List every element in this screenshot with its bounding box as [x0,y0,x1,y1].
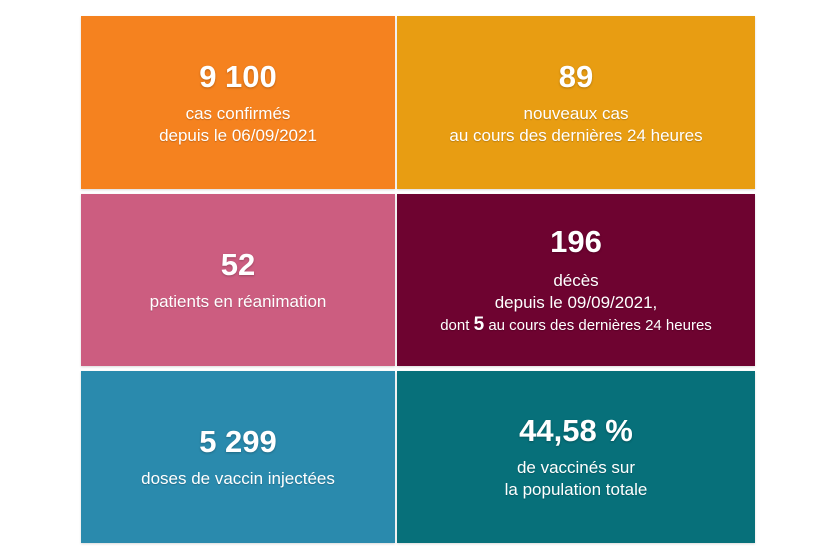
tile-new-cases: 89 nouveaux cas au cours des dernières 2… [397,16,755,189]
tile-value: 52 [220,247,256,282]
tile-label: de vaccinés sur [516,458,636,477]
tile-label: au cours des dernières 24 heures [449,125,703,145]
detail-suffix: au cours des dernières 24 heures [488,316,712,334]
stats-grid: 9 100 cas confirmés depuis le 06/09/2021… [81,16,755,543]
tile-deaths: 196 décès depuis le 09/09/2021, dont 5 a… [397,194,755,366]
tile-label: patients en réanimation [149,292,327,311]
tile-value: 9 100 [199,58,277,94]
tile-value: 5 299 [199,424,277,459]
tile-value: 196 [550,223,602,259]
tile-label: doses de vaccin injectées [141,469,335,488]
tile-label: depuis le 09/09/2021, [494,292,658,312]
detail-prefix: dont [440,316,470,334]
tile-label: la population totale [504,480,648,499]
tile-vaccine-doses: 5 299 doses de vaccin injectées [81,371,395,543]
detail-number: 5 [473,313,485,335]
tile-value: 89 [558,58,594,94]
tile-confirmed-cases: 9 100 cas confirmés depuis le 06/09/2021 [81,16,395,189]
tile-value: 44,58 % [519,413,633,448]
tile-vaccination-rate: 44,58 % de vaccinés sur la population to… [397,371,755,543]
tile-icu-patients: 52 patients en réanimation [81,194,395,366]
tile-label: décès [553,270,599,290]
tile-label: depuis le 06/09/2021 [159,125,317,145]
tile-detail: dont 5 au cours des dernières 24 heures [440,314,712,337]
tile-label: nouveaux cas [523,103,629,123]
tile-label: cas confirmés [185,103,291,123]
